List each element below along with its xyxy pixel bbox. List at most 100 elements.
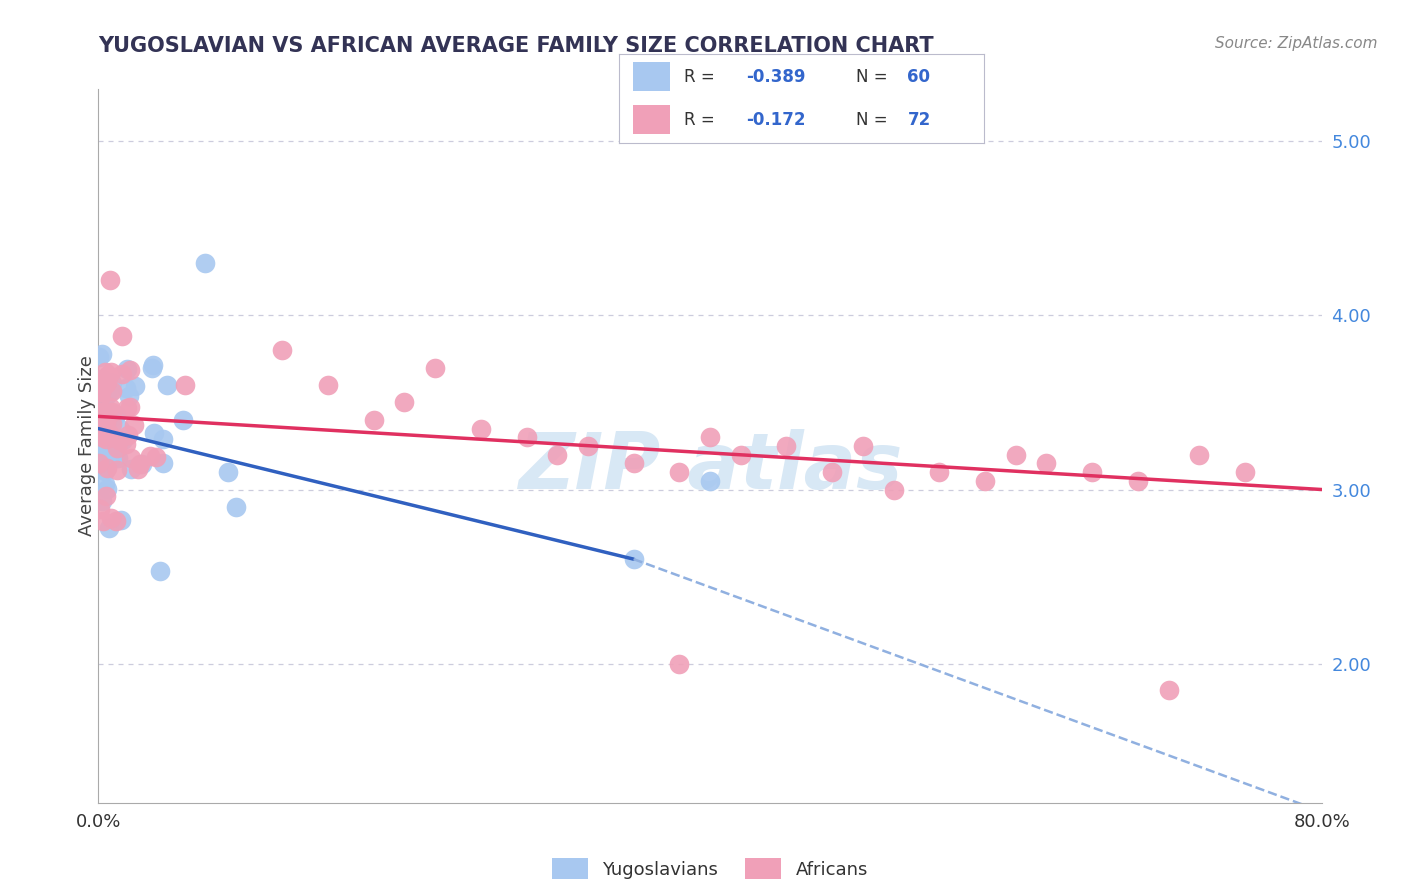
Africans: [316, 378, 339, 392]
Yugoslavians: [149, 564, 172, 578]
Yugoslavians: [90, 347, 112, 361]
Yugoslavians: [131, 458, 153, 472]
Africans: [89, 502, 111, 516]
Text: N =: N =: [856, 111, 893, 128]
Yugoslavians: [94, 477, 117, 491]
Africans: [115, 401, 138, 415]
Text: R =: R =: [685, 68, 720, 86]
Yugoslavians: [89, 444, 111, 458]
Africans: [392, 395, 416, 409]
Text: N =: N =: [856, 68, 893, 86]
Africans: [91, 413, 114, 427]
Yugoslavians: [91, 392, 114, 407]
Text: R =: R =: [685, 111, 720, 128]
Yugoslavians: [120, 462, 142, 476]
Africans: [111, 329, 134, 343]
Yugoslavians: [110, 513, 132, 527]
Africans: [699, 430, 721, 444]
Yugoslavians: [94, 378, 117, 392]
Yugoslavians: [118, 389, 141, 403]
Yugoslavians: [115, 362, 138, 376]
Yugoslavians: [98, 384, 121, 399]
Africans: [98, 273, 121, 287]
Africans: [120, 450, 142, 465]
Africans: [100, 365, 122, 379]
Africans: [1157, 682, 1180, 697]
Yugoslavians: [152, 432, 174, 446]
Africans: [516, 430, 538, 444]
Text: ZIP atlas: ZIP atlas: [517, 429, 903, 506]
Africans: [118, 363, 141, 377]
Africans: [139, 450, 162, 464]
Africans: [94, 415, 117, 429]
Africans: [117, 428, 139, 442]
Yugoslavians: [94, 464, 117, 478]
Africans: [89, 418, 111, 433]
Yugoslavians: [104, 409, 127, 423]
Africans: [115, 437, 138, 451]
Yugoslavians: [94, 419, 117, 434]
Yugoslavians: [104, 408, 127, 422]
Yugoslavians: [97, 408, 120, 422]
Yugoslavians: [98, 521, 121, 535]
Africans: [105, 463, 128, 477]
Africans: [98, 400, 121, 414]
Yugoslavians: [101, 450, 124, 465]
Yugoslavians: [89, 453, 111, 467]
Africans: [928, 465, 950, 479]
Yugoslavians: [96, 387, 118, 401]
Yugoslavians: [141, 360, 163, 375]
Africans: [105, 514, 128, 528]
Yugoslavians: [96, 482, 118, 496]
Yugoslavians: [194, 256, 217, 270]
Africans: [89, 392, 111, 406]
Yugoslavians: [172, 413, 194, 427]
Yugoslavians: [142, 426, 165, 441]
Yugoslavians: [108, 422, 131, 436]
Yugoslavians: [91, 377, 114, 392]
Africans: [94, 432, 117, 446]
Africans: [97, 368, 120, 382]
Africans: [470, 421, 492, 435]
Africans: [89, 375, 111, 389]
Yugoslavians: [90, 433, 112, 447]
Yugoslavians: [107, 450, 129, 465]
Africans: [105, 441, 128, 455]
Africans: [363, 413, 385, 427]
Text: Source: ZipAtlas.com: Source: ZipAtlas.com: [1215, 36, 1378, 51]
Africans: [93, 365, 115, 379]
Yugoslavians: [104, 408, 127, 422]
Yugoslavians: [90, 431, 112, 445]
Yugoslavians: [142, 359, 165, 373]
Text: -0.172: -0.172: [747, 111, 806, 128]
Text: 72: 72: [907, 111, 931, 128]
Yugoslavians: [225, 500, 247, 514]
Legend: Yugoslavians, Africans: Yugoslavians, Africans: [544, 851, 876, 887]
Africans: [1004, 448, 1026, 462]
Africans: [852, 439, 875, 453]
Yugoslavians: [89, 350, 111, 364]
Yugoslavians: [91, 397, 114, 411]
Africans: [129, 458, 152, 472]
Africans: [1234, 465, 1257, 479]
Africans: [101, 417, 124, 431]
Africans: [107, 433, 129, 447]
Africans: [775, 439, 797, 453]
Yugoslavians: [156, 378, 179, 392]
Africans: [423, 360, 446, 375]
Africans: [89, 405, 111, 419]
Africans: [623, 457, 645, 471]
Yugoslavians: [114, 381, 136, 395]
Africans: [96, 489, 118, 503]
Africans: [89, 456, 111, 470]
Africans: [97, 425, 120, 440]
Yugoslavians: [91, 372, 114, 386]
Africans: [270, 343, 294, 358]
Africans: [101, 384, 124, 399]
Africans: [122, 417, 145, 432]
Text: YUGOSLAVIAN VS AFRICAN AVERAGE FAMILY SIZE CORRELATION CHART: YUGOSLAVIAN VS AFRICAN AVERAGE FAMILY SI…: [98, 36, 934, 55]
Yugoslavians: [91, 426, 114, 441]
Africans: [1035, 457, 1057, 471]
Yugoslavians: [100, 407, 122, 421]
Africans: [1081, 465, 1104, 479]
